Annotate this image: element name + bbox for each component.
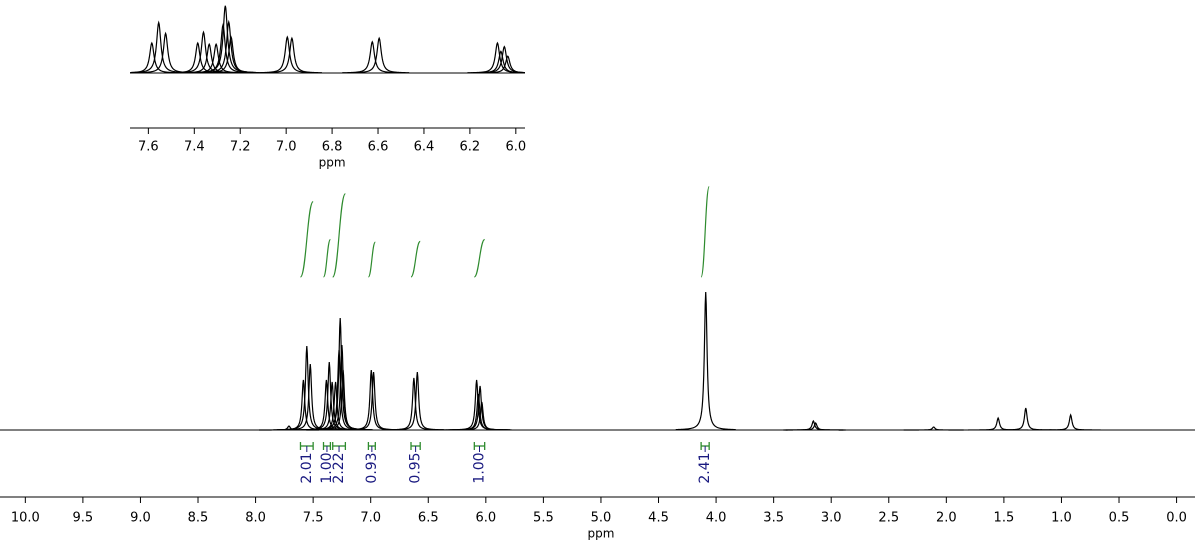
integral-curve [332, 193, 346, 278]
integral-curve [473, 238, 486, 278]
peak [313, 369, 374, 431]
inset-x-tick-label: 6.2 [460, 140, 481, 155]
peak [451, 401, 512, 431]
x-tick-label: 1.0 [1051, 511, 1072, 526]
x-tick-label: 6.0 [475, 511, 496, 526]
peak [1040, 413, 1101, 431]
x-tick-label: 9.0 [130, 511, 151, 526]
inset-peak [201, 35, 262, 74]
x-tick-label: 10.0 [11, 511, 40, 526]
x-tick-label: 0.5 [1109, 511, 1130, 526]
x-axis-label: ppm [587, 527, 614, 541]
integral-label: 2.41 [697, 452, 713, 483]
inset-x-axis-label: ppm [319, 156, 346, 170]
x-tick-label: 3.0 [821, 511, 842, 526]
inset-peak [474, 45, 525, 74]
x-tick-label: 6.5 [418, 511, 439, 526]
peak [675, 291, 736, 431]
integral-label: 2.22 [331, 452, 347, 483]
integral-curve [410, 240, 421, 278]
x-tick-label: 0.0 [1166, 511, 1187, 526]
inset-x-tick-label: 6.8 [322, 140, 343, 155]
peak [783, 419, 844, 431]
integral-curve [299, 201, 314, 278]
x-tick-label: 9.5 [73, 511, 94, 526]
inset-peak [349, 36, 410, 74]
x-tick-label: 8.0 [245, 511, 266, 526]
peak [387, 371, 448, 431]
inset-x-tick-label: 7.0 [276, 140, 297, 155]
inset-peak [477, 55, 525, 74]
peak [343, 371, 404, 431]
inset-peak [130, 20, 189, 74]
integral-label: 1.00 [319, 452, 335, 483]
x-tick-label: 5.0 [591, 511, 612, 526]
integral-label: 1.00 [471, 452, 487, 483]
inset-x-tick-label: 6.4 [414, 140, 435, 155]
inset-x-tick-label: 7.6 [138, 140, 159, 155]
integral-curve [367, 241, 376, 278]
peak [785, 422, 846, 431]
inset-peak [257, 35, 318, 74]
peak [995, 407, 1056, 431]
x-tick-label: 4.0 [706, 511, 727, 526]
x-tick-label: 2.0 [936, 511, 957, 526]
x-tick-label: 1.5 [994, 511, 1015, 526]
peak [903, 426, 964, 431]
x-tick-label: 7.5 [303, 511, 324, 526]
peak [968, 416, 1029, 431]
x-tick-label: 4.5 [648, 511, 669, 526]
inset-x-tick-label: 6.6 [368, 140, 389, 155]
x-tick-label: 2.5 [878, 511, 899, 526]
inset-x-tick-label: 6.0 [505, 140, 526, 155]
inset-peak [261, 36, 322, 74]
integral-curve [322, 238, 331, 278]
peak [341, 369, 402, 431]
inset-x-tick-label: 7.2 [230, 140, 251, 155]
integral-label: 0.93 [364, 452, 380, 483]
integral-label: 2.01 [299, 452, 315, 483]
x-tick-label: 7.0 [360, 511, 381, 526]
x-tick-label: 5.5 [533, 511, 554, 526]
integral-curve [700, 186, 710, 278]
x-tick-label: 3.5 [763, 511, 784, 526]
integral-label: 0.95 [408, 452, 424, 483]
x-tick-label: 8.5 [188, 511, 209, 526]
inset-x-tick-label: 7.4 [184, 140, 205, 155]
